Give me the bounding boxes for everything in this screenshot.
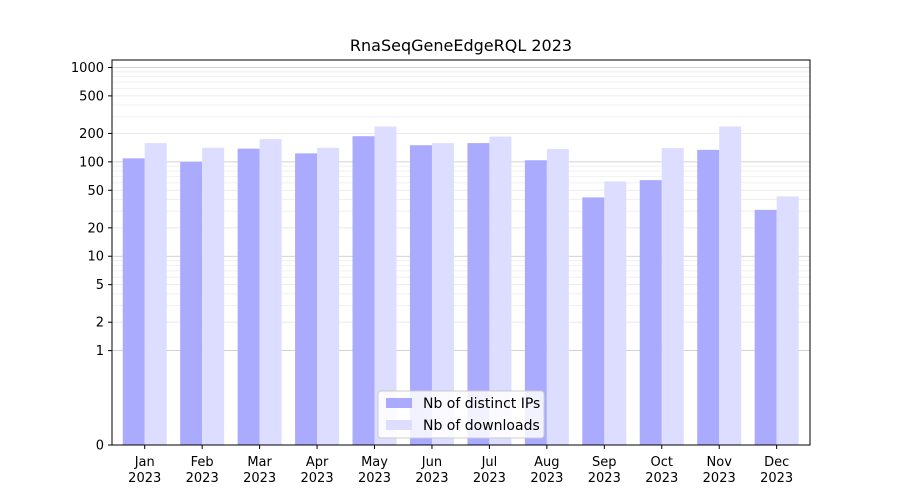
x-tick-label: Nov 2023 xyxy=(703,455,736,486)
y-tick-label: 50 xyxy=(87,184,104,199)
x-tick-year: 2023 xyxy=(530,471,563,486)
bar-downloads-jul xyxy=(489,136,512,445)
y-tick-label: 10 xyxy=(87,250,104,265)
x-tick-year: 2023 xyxy=(186,471,219,486)
x-tick-month: Dec xyxy=(764,455,789,470)
x-tick-year: 2023 xyxy=(588,471,621,486)
bar-ips-apr xyxy=(295,153,318,445)
x-tick-label: May 2023 xyxy=(358,455,391,486)
legend-swatch-ips xyxy=(386,398,412,408)
x-tick-year: 2023 xyxy=(358,471,391,486)
chart-title: RnaSeqGeneEdgeRQL 2023 xyxy=(350,36,572,55)
bar-downloads-dec xyxy=(776,196,799,445)
bar-ips-jan xyxy=(122,158,145,445)
bar-downloads-jun xyxy=(431,143,454,445)
bar-ips-jul xyxy=(467,143,490,445)
bar-ips-may xyxy=(352,136,375,446)
x-tick-month: Nov xyxy=(707,455,733,470)
plot-area xyxy=(112,60,810,445)
x-tick-label: Aug 2023 xyxy=(530,455,563,486)
x-tick-month: Feb xyxy=(191,455,214,470)
x-tick-year: 2023 xyxy=(703,471,736,486)
x-tick-year: 2023 xyxy=(301,471,334,486)
bar-ips-dec xyxy=(754,209,777,445)
bar-downloads-may xyxy=(374,126,397,445)
bar-downloads-nov xyxy=(719,126,742,445)
x-tick-month: May xyxy=(361,455,388,470)
x-tick-month: Apr xyxy=(306,455,329,470)
x-tick-month: Jul xyxy=(481,455,498,470)
bar-ips-sep xyxy=(582,197,605,445)
x-tick-year: 2023 xyxy=(128,471,161,486)
legend-swatch-downloads xyxy=(386,420,412,430)
x-tick-year: 2023 xyxy=(760,471,793,486)
bar-ips-nov xyxy=(697,149,720,445)
bar-downloads-sep xyxy=(604,181,627,445)
x-tick-month: Jun xyxy=(421,455,442,470)
x-tick-label: Jan 2023 xyxy=(128,455,161,486)
y-tick-label: 1 xyxy=(96,344,104,359)
y-tick-label: 2 xyxy=(96,316,104,331)
y-tick-label: 20 xyxy=(87,221,104,236)
x-tick-label: Oct 2023 xyxy=(645,455,678,486)
y-tick-label: 1000 xyxy=(71,61,104,76)
y-tick-label: 500 xyxy=(79,89,104,104)
bar-ips-oct xyxy=(639,180,662,445)
bars xyxy=(122,126,799,446)
bar-ips-jun xyxy=(409,145,432,445)
bar-ips-feb xyxy=(180,161,203,445)
legend-box xyxy=(377,390,545,439)
grid-lines xyxy=(112,67,810,446)
x-tick-month: Oct xyxy=(651,455,673,470)
bar-downloads-apr xyxy=(317,147,340,445)
x-tick-label: Jul 2023 xyxy=(473,455,506,486)
x-tick-label: Dec 2023 xyxy=(760,455,793,486)
y-tick-label: 0 xyxy=(96,439,104,454)
bar-ips-mar xyxy=(237,148,260,445)
x-tick-label: Feb 2023 xyxy=(186,455,219,486)
x-tick-year: 2023 xyxy=(645,471,678,486)
bar-downloads-feb xyxy=(202,147,225,445)
y-tick-label: 200 xyxy=(79,127,104,142)
y-tick-label: 5 xyxy=(96,278,104,293)
x-tick-label: Mar 2023 xyxy=(243,455,276,486)
bar-downloads-oct xyxy=(661,148,684,445)
x-tick-month: Jan xyxy=(134,455,155,470)
x-tick-label: Jun 2023 xyxy=(415,455,448,486)
legend-label-ips: Nb of distinct IPs xyxy=(423,396,540,412)
x-tick-label: Apr 2023 xyxy=(301,455,334,486)
bar-downloads-jan xyxy=(144,143,167,445)
bar-ips-aug xyxy=(524,160,547,445)
legend-label-downloads: Nb of downloads xyxy=(423,418,540,434)
x-tick-year: 2023 xyxy=(415,471,448,486)
x-tick-month: Sep xyxy=(592,455,617,470)
x-tick-year: 2023 xyxy=(243,471,276,486)
y-axis: 0 1 2 5 10 20 50 100 200 500 1000 xyxy=(71,61,112,454)
plot-frame xyxy=(111,59,811,446)
x-tick-label: Sep 2023 xyxy=(588,455,621,486)
x-tick-month: Mar xyxy=(247,455,272,470)
bar-downloads-mar xyxy=(259,139,282,446)
bar-downloads-aug xyxy=(546,148,569,445)
x-tick-year: 2023 xyxy=(473,471,506,486)
x-tick-month: Aug xyxy=(534,455,559,470)
y-tick-label: 100 xyxy=(79,155,104,170)
legend: Nb of distinct IPs Nb of downloads xyxy=(377,390,545,439)
